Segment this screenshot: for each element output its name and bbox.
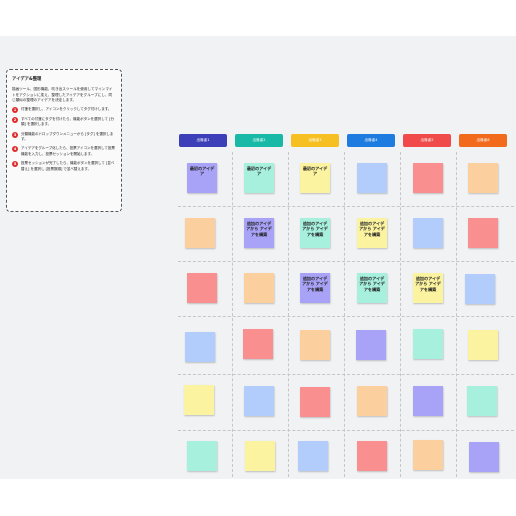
sticky-note[interactable] <box>469 442 499 472</box>
step-number-badge: 4 <box>12 146 18 153</box>
column-divider <box>344 152 345 477</box>
sticky-note[interactable] <box>300 330 330 360</box>
sticky-note[interactable] <box>187 441 217 471</box>
column-header-attendee-4[interactable]: 出席者4 <box>347 134 395 147</box>
sticky-note[interactable] <box>185 218 215 248</box>
row-divider <box>178 430 514 431</box>
column-header-attendee-1[interactable]: 出席者1 <box>179 134 227 147</box>
sticky-note[interactable]: 追加のアイデアから アイデアを構築 <box>244 218 274 248</box>
instructions-intro: 描画ツール、図形機能、吹き出スツールを使用してマインマイトをアクションに変え、整… <box>12 87 113 103</box>
sticky-note[interactable] <box>243 329 273 359</box>
sticky-note[interactable] <box>244 386 274 416</box>
sticky-note[interactable]: 最初のアイデア <box>187 163 217 193</box>
sticky-note[interactable] <box>413 163 443 193</box>
step-text: すべての付箋にタグを付けたら、機能ボタンを選択して [分類] を選択します。 <box>21 116 114 127</box>
step-number-badge: 1 <box>12 106 18 113</box>
instruction-step: 2 すべての付箋にタグを付けたら、機能ボタンを選択して [分類] を選択します。 <box>12 116 115 128</box>
sticky-note[interactable] <box>413 218 443 248</box>
row-divider <box>178 206 514 207</box>
sticky-note[interactable] <box>465 274 495 304</box>
sticky-note[interactable] <box>413 386 443 416</box>
sticky-note[interactable]: 最初のアイデア <box>244 163 274 193</box>
column-divider <box>456 152 457 477</box>
sticky-note[interactable]: 追加のアイデアから アイデアを構築 <box>300 273 330 303</box>
sticky-note[interactable] <box>468 218 498 248</box>
step-text: アイデアをグループ化したら、投票アイコンを選択して投票機能を入力し、投票セッショ… <box>21 146 115 156</box>
sticky-note[interactable] <box>245 441 275 471</box>
step-text: 分類機能のドロップダウンメニューから [タグ] を選択します。 <box>21 131 114 141</box>
instruction-step: 4 アイデアをグループ化したら、投票アイコンを選択して投票機能を入力し、投票セッ… <box>12 146 115 157</box>
column-header-attendee-3[interactable]: 出席者3 <box>291 134 339 147</box>
column-divider <box>400 152 401 477</box>
column-divider <box>232 152 233 477</box>
sticky-note[interactable] <box>357 386 387 416</box>
sticky-note[interactable]: 追加のアイデアから アイデアを構築 <box>300 218 330 248</box>
instructions-panel[interactable]: アイデア&整理 描画ツール、図形機能、吹き出スツールを使用してマインマイトをアク… <box>6 69 122 212</box>
step-text: 投票セッションが完了したら、機能ボタンを選択して [並べ替え] を選択し [投票… <box>21 161 115 171</box>
sticky-note[interactable] <box>357 163 387 193</box>
instructions-title: アイデア&整理 <box>12 77 42 82</box>
step-number-badge: 5 <box>12 161 18 168</box>
sticky-note[interactable] <box>468 330 498 360</box>
column-header-attendee-6[interactable]: 出席者6 <box>459 134 507 147</box>
column-header-attendee-2[interactable]: 出席者2 <box>235 134 283 147</box>
sticky-note[interactable] <box>467 386 497 416</box>
sticky-note[interactable] <box>298 441 328 471</box>
row-divider <box>178 316 514 317</box>
bottom-toolbar <box>0 479 516 516</box>
instruction-step: 5 投票セッションが完了したら、機能ボタンを選択して [並べ替え] を選択し [… <box>12 161 115 172</box>
sticky-note[interactable] <box>356 330 386 360</box>
column-divider <box>288 152 289 477</box>
column-header-attendee-5[interactable]: 出席者5 <box>403 134 451 147</box>
step-number-badge: 3 <box>12 131 18 138</box>
row-divider <box>178 374 514 375</box>
sticky-note[interactable] <box>357 441 387 471</box>
sticky-note[interactable]: 最初のアイデア <box>300 163 330 193</box>
instruction-step: 1 付箋を選択し、アイコンをクリックしてタグ付けします。 <box>12 106 115 113</box>
sticky-note[interactable] <box>184 385 214 415</box>
sticky-note[interactable]: 追加のアイデアから アイデアを構築 <box>413 273 443 303</box>
sticky-note[interactable] <box>413 440 443 470</box>
sticky-note[interactable] <box>468 163 498 193</box>
step-number-badge: 2 <box>12 116 18 123</box>
sticky-note[interactable] <box>187 273 217 303</box>
instruction-step: 3 分類機能のドロップダウンメニューから [タグ] を選択します。 <box>12 131 115 143</box>
top-toolbar <box>0 0 516 36</box>
sticky-note[interactable] <box>185 332 215 362</box>
sticky-note[interactable] <box>413 329 443 359</box>
step-text: 付箋を選択し、アイコンをクリックしてタグ付けします。 <box>21 106 112 111</box>
sticky-note[interactable] <box>244 273 274 303</box>
sticky-note[interactable]: 追加のアイデアから アイデアを構築 <box>357 218 387 248</box>
row-divider <box>178 261 514 262</box>
sticky-note[interactable] <box>300 387 330 417</box>
sticky-note[interactable]: 追加のアイデアから アイデアを構築 <box>357 273 387 303</box>
